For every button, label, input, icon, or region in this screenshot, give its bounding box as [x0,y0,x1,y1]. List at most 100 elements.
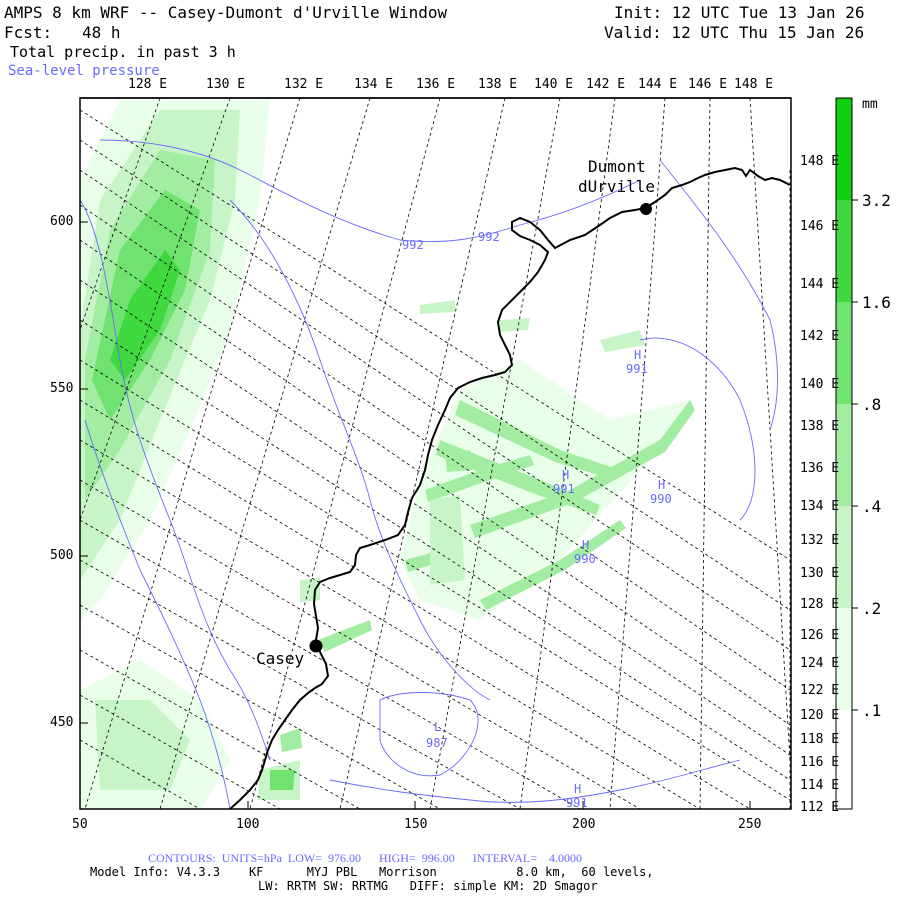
forecast-label: Fcst: [4,23,53,42]
pressure-value: 991 [566,796,588,810]
precip-patch-1 [420,300,455,314]
pressure-value: 987 [426,736,448,750]
meridian-line [80,399,751,809]
pressure-letter: H [582,538,590,552]
parallel-line [429,98,561,809]
isobar-west-2 [84,419,231,809]
meridian-line [80,604,441,809]
lon-label: 136 E [416,77,456,92]
colorbar-label: .1 [862,701,882,720]
meridian-line [80,279,791,756]
lon-label: 136 E [800,461,840,476]
lon-label: 134 E [800,499,840,514]
x-tick-label: 100 [236,817,260,832]
lon-label: 126 E [800,628,840,643]
colorbar-label: 3.2 [862,191,891,210]
lon-label: 148 E [734,77,774,92]
pressure-letter: H [574,782,582,796]
meridian-line [80,139,791,611]
meridian-line [80,169,791,651]
lon-label: 118 E [800,732,840,747]
lon-label: 130 E [206,77,246,92]
meridian-line [80,239,791,726]
meridian-line [80,479,641,809]
lon-label: 128 E [128,77,168,92]
field-name: Total precip. in past 3 h [10,43,236,61]
map-title: AMPS 8 km WRF -- Casey-Dumont d'Urville … [4,3,448,22]
coastline-main [229,166,791,809]
precip-casey-2 [270,770,295,790]
precip-streak-3 [470,400,695,538]
lon-label: 142 E [800,329,840,344]
lon-label: 128 E [800,597,840,612]
meridian-line [80,559,521,809]
meridian-line [80,204,791,691]
meridian-line [80,439,701,809]
coastline [229,166,791,809]
lon-label: 140 E [800,377,840,392]
pressure-value: 992 [478,230,500,244]
precip-streak-4 [480,520,626,610]
isobar-low [379,692,479,777]
parallel-line [609,98,666,809]
parallel-line [699,98,711,809]
lon-label: 142 E [586,77,626,92]
pressure-value: 992 [402,238,424,252]
station-label-dumont-1: Dumont [588,157,646,176]
lon-label: 144 E [638,77,678,92]
model-info-line2: LW: RRTM SW: RRTMG DIFF: simple KM: 2D S… [258,879,598,893]
colorbar-level-0.4 [836,404,852,506]
precip-casey-4 [280,728,302,752]
precip-patch-3 [600,330,645,352]
parallel-line [80,98,231,521]
colorbar-level-3.2 [836,98,852,200]
isobar-992 [99,139,641,243]
colorbar-label: .8 [862,395,882,414]
lon-label: 130 E [800,566,840,581]
overlay-name: Sea-level pressure [8,63,160,79]
isobars [80,139,778,809]
model-info-line1: Model Info: V4.3.3 KF MYJ PBL Morrison 8… [90,865,654,879]
pressure-letter: L [434,720,442,734]
station-dot-dumont [640,203,652,215]
parallel-line [80,98,161,331]
x-tick-label: 200 [572,817,596,832]
x-tick-label: 50 [72,817,88,832]
lon-label: 116 E [800,755,840,770]
station-label-dumont-2: dUrville [578,177,656,196]
colorbar-label: .4 [862,497,882,516]
pressure-value: 991 [553,482,575,496]
parallel-line [84,98,301,809]
x-tick-label: 150 [404,817,428,832]
colorbar [835,97,858,810]
colorbar-label: .2 [862,599,882,618]
pressure-letter: H [658,478,666,492]
isobar-east [659,159,778,431]
colorbar-level-0.1 [836,608,852,710]
isobar-central [229,199,491,701]
lon-label: 112 E [800,800,840,815]
precip-shading [80,100,695,809]
precip-streak-5 [425,455,534,502]
isobar-south [329,759,741,803]
colorbar-level-0.8 [836,302,852,404]
contour-info: CONTOURS: UNITS=hPa LOW= 976.00 HIGH= 99… [148,851,582,865]
y-tick-label: 550 [50,381,74,396]
lon-label: 138 E [478,77,518,92]
precip-band-sw-2 [95,700,190,790]
station-label-casey: Casey [256,649,305,668]
precip-streak-7 [445,450,472,472]
lon-label: 144 E [800,277,840,292]
graticule [80,98,791,809]
precip-streak-1 [455,400,620,480]
lon-label: 120 E [800,708,840,723]
valid-time: Valid: 12 UTC Thu 15 Jan 26 [604,23,865,42]
precip-patch-2 [500,318,530,332]
colorbar-units: mm [862,97,878,112]
isobar-high-east [639,337,756,521]
init-time: Init: 12 UTC Tue 13 Jan 26 [614,3,865,22]
lon-label: 146 E [688,77,728,92]
lon-label: 134 E [354,77,394,92]
colorbar-level-0.2 [836,506,852,608]
